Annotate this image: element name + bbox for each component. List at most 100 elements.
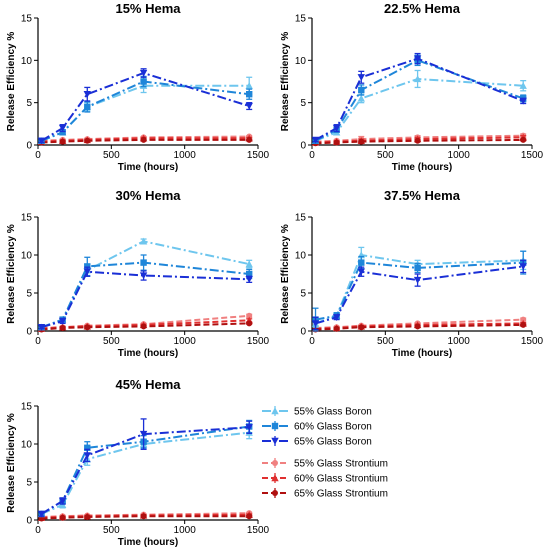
- series-65-glass-strontium: [38, 320, 253, 333]
- data-point: [139, 69, 148, 77]
- panel-3: 30% Hema 0 5 10 15 0 500 1000 1500 Time (hours) Re…: [6, 188, 270, 359]
- x-tick-label: 1000: [174, 525, 197, 536]
- y-axis-label: Release Efficiency %: [6, 413, 17, 513]
- data-point: [311, 320, 320, 328]
- x-axis-label: Time (hours): [118, 537, 178, 548]
- data-point: [332, 124, 341, 132]
- series-60-glass-boron: [312, 54, 527, 144]
- panel-title: 22.5% Hema: [384, 1, 461, 16]
- series-line: [315, 77, 524, 142]
- x-tick-label: 1000: [174, 336, 197, 347]
- data-point: [520, 136, 527, 143]
- data-point: [413, 75, 422, 83]
- series-55-glass-boron: [311, 69, 527, 144]
- data-point: [358, 138, 365, 145]
- y-tick-label: 10: [295, 251, 307, 262]
- data-point: [245, 82, 253, 89]
- data-point: [413, 55, 422, 63]
- x-axis-label: Time (hours): [118, 348, 178, 359]
- y-tick-label: 10: [21, 440, 33, 451]
- x-tick-label: 1500: [247, 525, 270, 536]
- data-point: [358, 324, 365, 331]
- panel-5: 45% Hema 0 5 10 15 0 500 1000 1500 Time (hours) Re…: [6, 377, 270, 548]
- data-point: [83, 452, 91, 460]
- y-tick-label: 10: [21, 56, 33, 67]
- y-tick-label: 0: [300, 141, 306, 152]
- data-point: [520, 321, 527, 328]
- data-point: [59, 324, 66, 331]
- x-tick-label: 500: [377, 336, 394, 347]
- x-tick-label: 1500: [247, 336, 270, 347]
- panel-4: 37.5% Hema 0 5 10 15 0 500 1000 1500 Time (hours)…: [280, 188, 544, 359]
- y-tick-label: 0: [26, 141, 32, 152]
- x-tick-label: 1500: [521, 336, 544, 347]
- data-point: [140, 323, 147, 330]
- data-point: [59, 129, 66, 136]
- series-line: [315, 265, 524, 325]
- panel-title: 30% Hema: [115, 188, 181, 203]
- legend-label: 55% Glass Strontium: [294, 459, 388, 470]
- data-point: [245, 424, 253, 431]
- x-axis-label: Time (hours): [392, 162, 452, 173]
- data-point: [58, 497, 67, 505]
- y-tick-label: 10: [295, 56, 307, 67]
- series-60-glass-boron: [38, 254, 253, 331]
- series-line: [40, 425, 250, 515]
- panel-title: 45% Hema: [115, 377, 181, 392]
- data-point: [246, 270, 253, 278]
- data-point: [37, 324, 46, 331]
- y-tick-label: 5: [300, 98, 306, 109]
- x-tick-label: 500: [103, 336, 120, 347]
- y-tick-label: 15: [21, 14, 33, 25]
- data-point: [332, 314, 341, 322]
- data-point: [414, 323, 421, 330]
- x-tick-label: 1000: [174, 150, 197, 161]
- series-65-glass-strontium: [38, 136, 253, 146]
- data-point: [140, 78, 147, 85]
- data-point: [140, 513, 147, 520]
- data-point: [519, 263, 527, 271]
- x-tick-label: 1500: [247, 150, 270, 161]
- data-point: [37, 137, 46, 145]
- data-point: [245, 102, 253, 110]
- data-point: [84, 103, 91, 111]
- data-point: [58, 124, 67, 132]
- legend-label: 60% Glass Strontium: [294, 474, 388, 485]
- legend-label: 65% Glass Boron: [294, 437, 372, 448]
- y-tick-label: 0: [300, 327, 306, 338]
- panel-title: 15% Hema: [115, 1, 181, 16]
- legend-entry: 65% Glass Boron: [262, 436, 372, 448]
- data-point: [84, 513, 91, 520]
- legend-entry: 60% Glass Strontium: [262, 473, 388, 485]
- x-tick-label: 1500: [521, 150, 544, 161]
- data-point: [83, 91, 91, 98]
- data-point: [84, 324, 91, 331]
- series-line: [41, 240, 250, 329]
- y-tick-label: 5: [300, 289, 306, 300]
- data-point: [519, 82, 527, 89]
- data-point: [520, 316, 527, 323]
- y-tick-label: 5: [26, 289, 32, 300]
- data-point: [358, 86, 365, 94]
- data-point: [59, 514, 66, 521]
- panel-title: 37.5% Hema: [384, 188, 461, 203]
- series-60-glass-boron: [312, 250, 527, 332]
- y-axis-label: Release Efficiency %: [6, 224, 17, 324]
- data-point: [84, 137, 91, 144]
- panel-1: 15% Hema 0 5 10 15 0 500 1000 1500 Time (hours) Re…: [6, 1, 270, 173]
- data-point: [140, 136, 147, 143]
- y-tick-label: 5: [26, 478, 32, 489]
- legend-swatch-marker: [272, 460, 278, 466]
- data-point: [140, 259, 147, 266]
- data-point: [58, 317, 67, 325]
- x-tick-label: 0: [309, 336, 315, 347]
- series-line: [315, 59, 524, 142]
- data-point: [357, 74, 365, 81]
- data-point: [414, 264, 421, 272]
- legend-entry: 65% Glass Strontium: [262, 488, 388, 500]
- legend-swatch-marker: [271, 474, 279, 482]
- series-55-glass-boron: [37, 76, 253, 144]
- data-point: [245, 276, 253, 284]
- legend-swatch-marker: [272, 490, 278, 496]
